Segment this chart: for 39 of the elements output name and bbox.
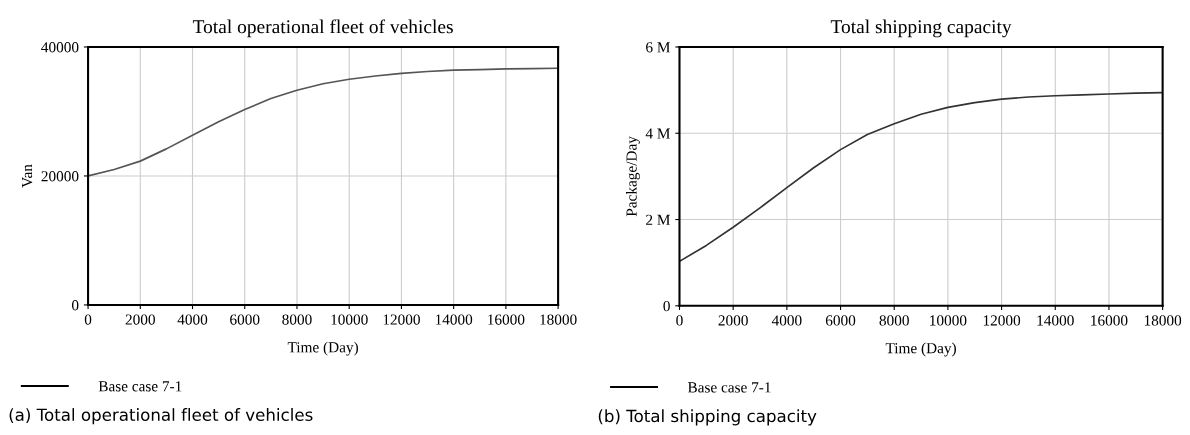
x-tick-label: 10000 [331,314,368,325]
x-axis-title: Time (Day) [885,342,956,357]
x-tick-label: 16000 [488,314,525,325]
x-tick-label: 6000 [230,314,260,325]
x-tick-label: 2000 [125,314,155,325]
x-tick-label: 8000 [879,315,909,326]
y-tick-label: 20000 [41,171,79,182]
y-tick-label: 0 [663,300,670,312]
y-tick-label: 2 M [646,214,671,225]
line-series [88,67,559,177]
x-tick-label: 14000 [1037,315,1074,326]
x-tick-label: 8000 [282,314,312,325]
x-tick-label: 14000 [435,314,473,325]
y-tick-label: 4 M [645,128,671,139]
x-tick-label: 12000 [983,315,1021,326]
text: (b) Total shipping capacity [598,409,817,426]
x-tick-label: 4000 [771,315,802,326]
x-axis-title: Time (Day) [287,341,358,356]
x-tick-label: 2000 [718,315,748,326]
x-tick-label: 18000 [1144,315,1182,326]
y-axis-title: Van [22,164,33,188]
x-tick-label: 16000 [1091,315,1128,326]
text: (a) Total operational fleet of vehicles [9,408,313,425]
x-tick-label: 0 [676,315,683,326]
x-tick-label: 0 [84,314,92,325]
x-tick-label: 18000 [540,314,577,325]
y-axis-title: Package/Day [625,136,640,217]
y-tick-label: 0 [71,300,79,311]
chart-title: Total shipping capacity [830,19,1012,38]
x-tick-label: 12000 [383,314,420,325]
text: Base case 7-1 [687,382,771,393]
x-tick-label: 10000 [930,315,967,326]
y-tick-label: 6 M [646,42,671,53]
x-tick-label: 6000 [825,315,856,326]
chart-title: Total operational fleet of vehicles [192,19,453,38]
text: Base case 7-1 [98,381,182,392]
line-series [679,91,1163,263]
y-tick-label: 40000 [41,42,79,53]
x-tick-label: 4000 [177,314,208,325]
